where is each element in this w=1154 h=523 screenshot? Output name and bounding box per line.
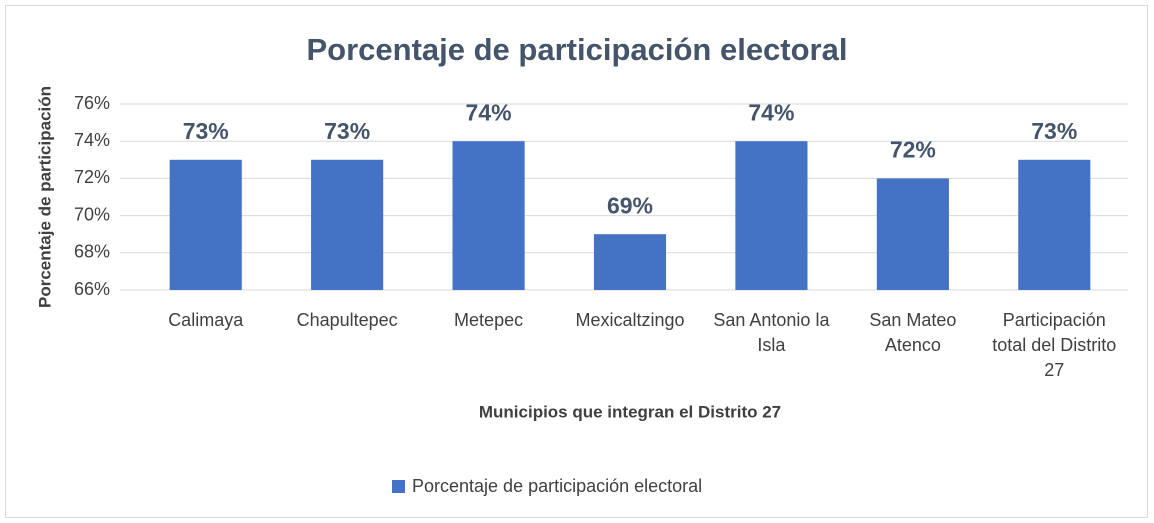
y-tick-label: 76% [74,93,110,113]
y-tick-label: 66% [74,279,110,299]
bar [452,141,525,290]
y-tick-label: 72% [74,167,110,187]
y-tick-label: 70% [74,204,110,224]
bar [593,234,667,290]
x-tick-label: Chapultepec [297,310,398,330]
x-tick-label: San Antonio la Isla [713,310,830,355]
chart-title: Porcentaje de participación electoral [307,32,848,67]
y-axis-title: Porcentaje de participación [35,86,54,308]
x-tick-label: Mexicaltzingo [575,310,684,330]
data-label: 69% [607,192,653,218]
bar [1018,159,1091,290]
y-tick-label: 74% [74,130,110,150]
bar [311,159,384,290]
x-tick-label: San Mateo Atenco [869,310,956,355]
data-label: 73% [1031,118,1077,144]
bar [876,178,949,290]
x-axis-title: Municipios que integran el Distrito 27 [479,402,781,421]
y-tick-label: 68% [74,242,110,262]
x-tick-label: Participación total del Distrito 27 [992,310,1116,380]
legend-label: Porcentaje de participación electoral [412,476,702,496]
data-label: 73% [183,118,229,144]
data-label: 73% [324,118,370,144]
x-tick-label: Metepec [454,310,523,330]
data-label: 74% [466,99,512,125]
data-label: 72% [890,136,936,162]
x-tick-label: Calimaya [168,310,244,330]
data-label: 74% [748,99,794,125]
legend-swatch [392,480,405,493]
bar [169,159,242,290]
bar [735,141,808,290]
